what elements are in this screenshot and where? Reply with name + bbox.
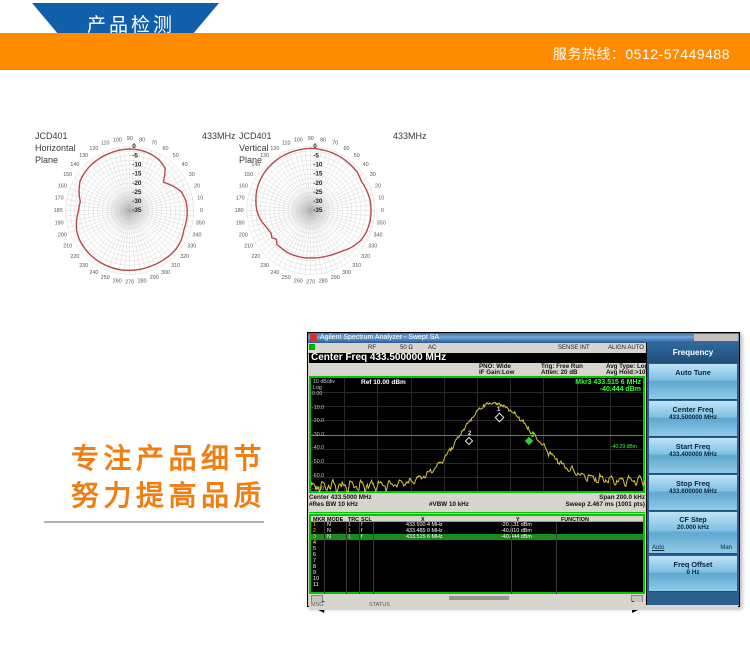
svg-text:190: 190 <box>55 220 64 226</box>
svg-text:150: 150 <box>63 172 72 178</box>
svg-text:60: 60 <box>344 146 350 152</box>
svg-text:-15: -15 <box>313 171 323 178</box>
svg-text:90: 90 <box>127 136 133 142</box>
svg-text:0: 0 <box>200 208 203 214</box>
svg-text:-10: -10 <box>132 161 142 168</box>
svg-text:230: 230 <box>260 263 269 269</box>
svg-text:40: 40 <box>363 162 369 168</box>
svg-text:-25: -25 <box>313 189 323 196</box>
svg-text:-35: -35 <box>313 207 323 214</box>
svg-text:320: 320 <box>180 254 189 260</box>
svg-text:80: 80 <box>320 137 326 143</box>
svg-text:240: 240 <box>89 270 98 276</box>
svg-text:340: 340 <box>374 232 383 238</box>
svg-text:110: 110 <box>101 141 110 147</box>
svg-text:30: 30 <box>189 172 195 178</box>
svg-text:-5: -5 <box>132 152 138 159</box>
svg-text:170: 170 <box>55 195 64 201</box>
svg-text:10: 10 <box>197 195 203 201</box>
svg-text:100: 100 <box>113 137 122 143</box>
svg-text:-5: -5 <box>313 152 319 159</box>
svg-text:330: 330 <box>368 244 377 250</box>
svg-text:-35: -35 <box>132 207 142 214</box>
svg-text:190: 190 <box>236 220 245 226</box>
svg-text:10: 10 <box>378 195 384 201</box>
svg-text:270: 270 <box>125 280 134 286</box>
svg-text:-30: -30 <box>132 198 142 205</box>
svg-text:310: 310 <box>171 263 180 269</box>
svg-text:300: 300 <box>161 270 170 276</box>
svg-text:130: 130 <box>260 153 269 159</box>
svg-text:-20: -20 <box>313 180 323 187</box>
svg-text:350: 350 <box>196 220 205 226</box>
svg-text:330: 330 <box>187 244 196 250</box>
svg-text:60: 60 <box>163 146 169 152</box>
svg-text:20: 20 <box>194 183 200 189</box>
svg-text:0: 0 <box>381 208 384 214</box>
svg-text:40: 40 <box>182 162 188 168</box>
svg-text:210: 210 <box>63 244 72 250</box>
svg-text:280: 280 <box>138 278 147 284</box>
svg-text:50: 50 <box>354 153 360 159</box>
svg-text:290: 290 <box>150 275 159 281</box>
svg-text:220: 220 <box>70 254 79 260</box>
svg-text:170: 170 <box>236 195 245 201</box>
svg-text:70: 70 <box>151 141 157 147</box>
svg-text:250: 250 <box>282 275 291 281</box>
svg-text:180: 180 <box>54 208 63 214</box>
svg-text:-25: -25 <box>132 189 142 196</box>
svg-text:50: 50 <box>173 153 179 159</box>
svg-text:-20: -20 <box>132 180 142 187</box>
svg-text:150: 150 <box>244 172 253 178</box>
svg-text:310: 310 <box>352 263 361 269</box>
svg-text:80: 80 <box>139 137 145 143</box>
svg-text:260: 260 <box>294 278 303 284</box>
svg-text:350: 350 <box>377 220 386 226</box>
svg-text:280: 280 <box>319 278 328 284</box>
svg-text:200: 200 <box>239 232 248 238</box>
svg-text:250: 250 <box>101 275 110 281</box>
svg-text:260: 260 <box>113 278 122 284</box>
svg-text:230: 230 <box>79 263 88 269</box>
svg-text:160: 160 <box>58 183 67 189</box>
svg-text:220: 220 <box>251 254 260 260</box>
svg-text:180: 180 <box>235 208 244 214</box>
svg-text:140: 140 <box>70 162 79 168</box>
svg-text:30: 30 <box>370 172 376 178</box>
svg-text:130: 130 <box>79 153 88 159</box>
svg-text:340: 340 <box>193 232 202 238</box>
svg-text:200: 200 <box>58 232 67 238</box>
svg-text:270: 270 <box>306 280 315 286</box>
svg-text:70: 70 <box>332 141 338 147</box>
svg-text:160: 160 <box>239 183 248 189</box>
svg-text:140: 140 <box>251 162 260 168</box>
svg-text:210: 210 <box>244 244 253 250</box>
svg-text:-10: -10 <box>313 161 323 168</box>
svg-text:300: 300 <box>342 270 351 276</box>
svg-text:-15: -15 <box>132 171 142 178</box>
svg-text:-30: -30 <box>313 198 323 205</box>
svg-text:100: 100 <box>294 137 303 143</box>
svg-text:120: 120 <box>89 146 98 152</box>
svg-text:290: 290 <box>331 275 340 281</box>
svg-text:240: 240 <box>270 270 279 276</box>
svg-text:110: 110 <box>282 141 291 147</box>
svg-text:320: 320 <box>361 254 370 260</box>
svg-text:120: 120 <box>270 146 279 152</box>
svg-text:90: 90 <box>308 136 314 142</box>
svg-text:20: 20 <box>375 183 381 189</box>
